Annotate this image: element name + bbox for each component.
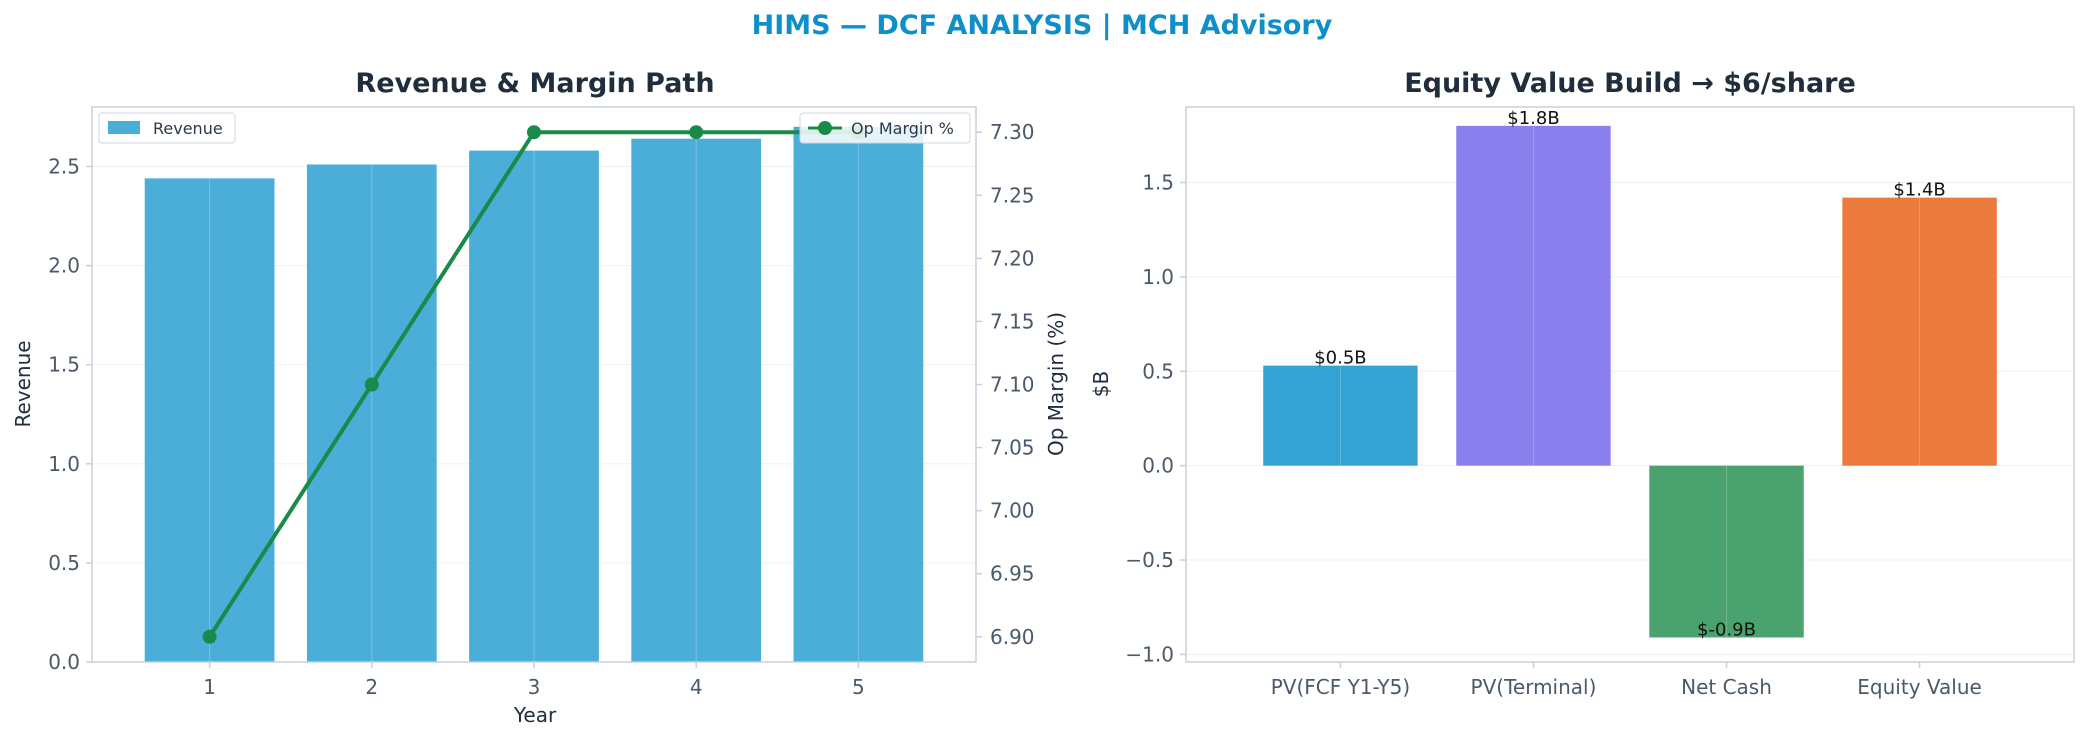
revenue-bar [144,178,275,662]
equity-data-label: $1.8B [1507,108,1559,129]
equity-tick-label: 1.5 [1142,171,1174,195]
op-margin-point [527,125,541,140]
equity-tick-label: 0.5 [1142,359,1174,383]
revenue-chart-title: Revenue & Margin Path [355,68,714,99]
op-margin-legend-label: Op Margin % [851,119,954,138]
equity-data-label: $-0.9B [1697,619,1756,640]
op-margin-legend: Op Margin % [799,112,971,144]
op-margin-tick-label: 6.90 [990,625,1035,649]
op-margin-point [202,629,217,644]
revenue-tick-label: 0.0 [48,650,80,674]
year-axis-label: Year [513,703,557,727]
op-margin-point [689,125,704,140]
revenue-tick-label: 1.0 [48,452,80,476]
equity-bar [1649,465,1804,638]
op-margin-tick-label: 7.25 [990,183,1035,207]
equity-bar [1842,197,1997,466]
year-tick-label: 4 [690,675,703,699]
equity-chart-title: Equity Value Build → $6/share [1404,68,1856,99]
op-margin-tick-label: 7.00 [990,499,1035,523]
figure-title: HIMS — DCF ANALYSIS | MCH Advisory [752,10,1333,41]
equity-data-label: $1.4B [1893,180,1945,201]
op-margin-y-ticks: 6.90 6.95 7.00 7.05 7.10 7.15 7.20 7.25 7.30 [976,120,1035,649]
revenue-tick-label: 2.0 [48,254,80,278]
year-tick-label: 5 [852,675,865,699]
op-margin-tick-label: 6.95 [990,562,1035,586]
equity-tick-label: 1.0 [1142,265,1174,289]
equity-tick-label: 0.0 [1142,454,1174,478]
revenue-axis-label: Revenue [11,340,35,427]
equity-y-ticks: −1.0 −0.5 0.0 0.5 1.0 1.5 [1125,171,1186,666]
equity-x-tick-label: PV(FCF Y1-Y5) [1271,675,1410,699]
revenue-legend: Revenue [98,112,236,144]
revenue-tick-label: 0.5 [48,551,80,575]
revenue-margin-chart: Revenue & Margin Path 0.0 0.5 1.0 1.5 2.0 2.5… [11,68,1068,727]
year-tick-label: 3 [528,675,541,699]
equity-chart-vertical-grid [1339,107,1921,662]
equity-x-tick-label: Net Cash [1681,675,1772,699]
year-tick-label: 2 [365,675,378,699]
revenue-bars [144,126,924,663]
revenue-bar [306,164,437,662]
op-margin-tick-label: 7.05 [990,436,1035,460]
op-margin-legend-box [799,112,971,144]
equity-bar [1263,365,1418,466]
equity-chart-frame [1185,106,2075,663]
equity-tick-label: −1.0 [1125,642,1174,666]
equity-data-labels: $0.5B $1.8B $-0.9B $1.4B [1314,108,1946,641]
op-margin-tick-label: 7.15 [990,309,1035,333]
revenue-legend-label: Revenue [153,119,223,138]
revenue-y-ticks: 0.0 0.5 1.0 1.5 2.0 2.5 [48,154,92,674]
op-margin-tick-label: 7.30 [990,120,1035,144]
equity-data-label: $0.5B [1314,348,1366,369]
revenue-tick-label: 1.5 [48,353,80,377]
op-margin-legend-marker [818,121,832,135]
equity-tick-label: −0.5 [1125,548,1174,572]
op-margin-point [364,377,379,392]
equity-value-chart: Equity Value Build → $6/share −1.0 −0.5 0.… [1089,68,2075,699]
equity-axis-label: $B [1089,371,1113,397]
op-margin-axis-label: Op Margin (%) [1044,312,1068,456]
equity-x-ticks: PV(FCF Y1-Y5) PV(Terminal) Net Cash Equity … [1271,662,1982,699]
revenue-bar [469,150,599,662]
year-tick-label: 1 [203,675,216,699]
op-margin-tick-label: 7.10 [990,373,1035,397]
revenue-chart-vertical-grid [209,107,859,662]
equity-x-tick-label: PV(Terminal) [1471,675,1597,699]
equity-bar [1456,125,1611,466]
revenue-legend-box [98,112,236,144]
year-x-ticks: 1 2 3 4 5 [203,662,865,699]
revenue-bar [631,138,762,662]
equity-bars [1263,125,1997,638]
revenue-legend-swatch [108,121,140,134]
revenue-bar [793,126,924,663]
revenue-tick-label: 2.5 [48,154,80,178]
equity-x-tick-label: Equity Value [1857,675,1982,699]
op-margin-tick-label: 7.20 [990,246,1035,270]
